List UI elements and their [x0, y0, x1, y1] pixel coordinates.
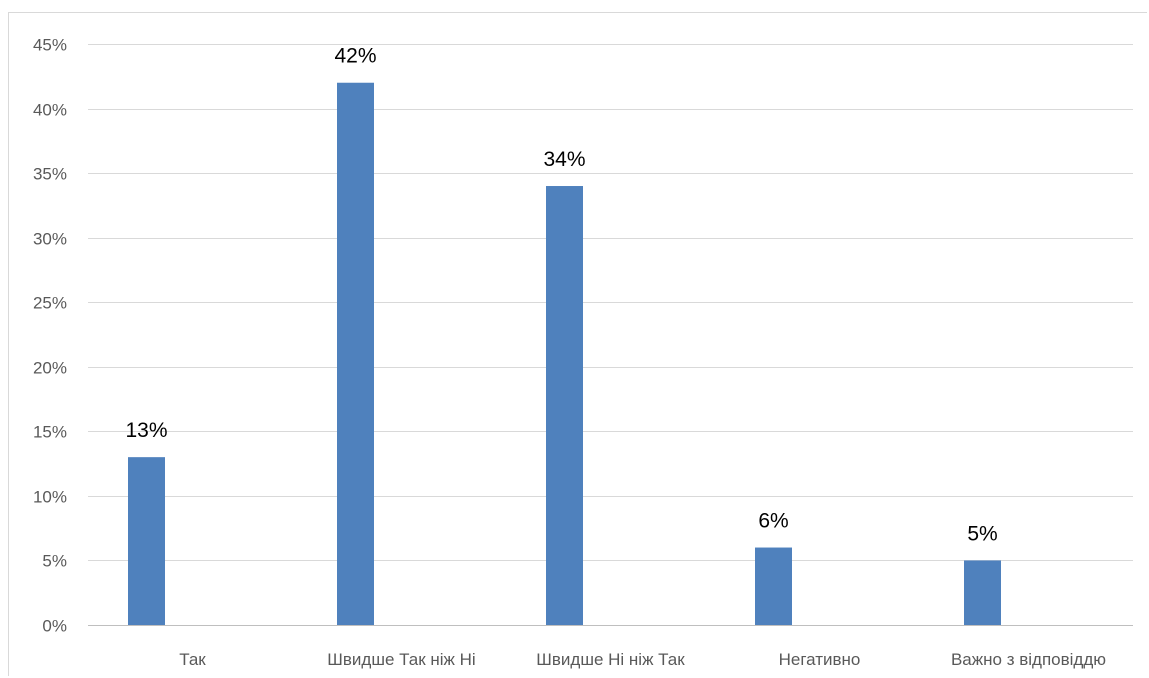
category-label: Негативно	[779, 650, 861, 669]
y-tick-label: 0%	[42, 617, 67, 636]
data-label: 42%	[334, 45, 376, 68]
data-labels: 13% 42% 34% 6% 5%	[125, 45, 997, 546]
gridlines	[88, 44, 1133, 626]
category-label: Швидше Ні ніж Так	[536, 650, 685, 669]
category-label: Швидше Так ніж Ні	[327, 650, 475, 669]
category-label: Так	[179, 650, 206, 669]
bar	[755, 547, 792, 625]
bar	[128, 457, 165, 625]
bar	[337, 82, 374, 625]
x-axis-categories: Так Швидше Так ніж Ні Швидше Ні ніж Так Нег…	[179, 650, 1106, 669]
y-tick-label: 45%	[33, 36, 67, 55]
data-label: 5%	[967, 522, 997, 545]
y-tick-label: 15%	[33, 423, 67, 442]
y-tick-label: 35%	[33, 165, 67, 184]
y-tick-label: 30%	[33, 230, 67, 249]
bar	[546, 186, 583, 625]
bar	[964, 560, 1001, 625]
data-label: 13%	[125, 419, 167, 442]
y-axis-ticks: 0% 5% 10% 15% 20% 25% 30% 35% 40% 45%	[33, 36, 67, 636]
y-tick-label: 5%	[42, 552, 67, 571]
data-label: 34%	[543, 148, 585, 171]
category-label: Важно з відповіддю	[951, 650, 1106, 669]
bars	[128, 82, 1001, 625]
y-tick-label: 10%	[33, 488, 67, 507]
y-tick-label: 40%	[33, 101, 67, 120]
y-tick-label: 25%	[33, 294, 67, 313]
y-tick-label: 20%	[33, 359, 67, 378]
data-label: 6%	[758, 510, 788, 533]
